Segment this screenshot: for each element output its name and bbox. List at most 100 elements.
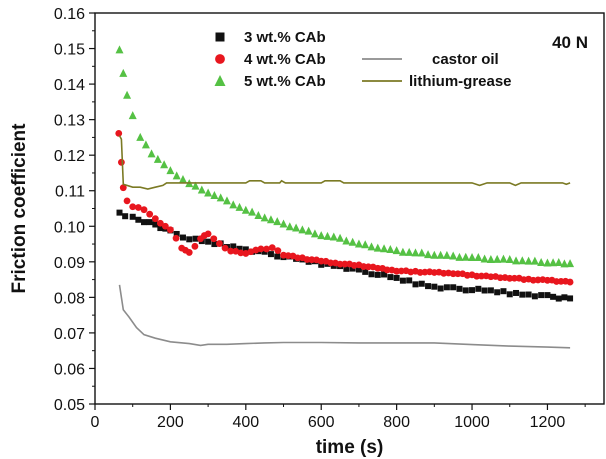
y-tick-label: 0.09 <box>54 255 85 272</box>
data-point <box>329 232 338 241</box>
y-axis-ticks: 0.05 0.06 0.07 0.08 0.09 0.10 0.11 0.12 0.13 0.14… <box>54 6 95 414</box>
data-point <box>543 258 552 267</box>
data-point <box>241 205 250 214</box>
data-point <box>424 250 433 259</box>
data-point <box>242 246 249 253</box>
data-point <box>186 236 193 243</box>
data-point <box>380 244 389 253</box>
data-point <box>343 265 350 272</box>
data-point <box>211 241 218 248</box>
data-point <box>230 243 237 250</box>
data-point <box>373 243 382 252</box>
data-point <box>348 237 357 246</box>
data-point <box>525 291 532 298</box>
x-tick-label: 800 <box>383 414 410 431</box>
data-point <box>336 233 345 242</box>
data-point <box>436 250 445 259</box>
legend-label: 4 wt.% CAb <box>244 51 326 68</box>
data-point <box>254 211 263 220</box>
data-point <box>134 204 142 211</box>
data-point <box>185 249 193 256</box>
data-point <box>268 244 276 252</box>
data-point <box>412 281 419 288</box>
data-point <box>160 160 169 169</box>
data-point <box>292 223 301 232</box>
data-point <box>361 240 370 249</box>
data-point <box>486 254 495 263</box>
y-tick-label: 0.13 <box>54 113 85 130</box>
data-point <box>392 246 401 255</box>
data-point <box>500 288 507 295</box>
data-point <box>216 193 225 202</box>
data-point <box>257 245 265 253</box>
data-point <box>538 292 545 299</box>
data-point <box>374 271 381 278</box>
data-point <box>204 188 213 197</box>
data-point <box>229 200 238 209</box>
data-point <box>474 253 483 262</box>
data-point <box>210 235 218 243</box>
data-point <box>167 226 174 234</box>
data-point <box>263 245 270 253</box>
data-point <box>235 202 244 211</box>
data-point <box>425 283 432 290</box>
data-point <box>285 222 294 231</box>
data-point <box>549 258 558 267</box>
data-point <box>279 219 288 228</box>
x-tick-label: 1200 <box>530 414 566 431</box>
series-layer <box>115 45 575 349</box>
data-point <box>349 265 356 272</box>
data-point <box>128 111 137 120</box>
data-point <box>499 254 508 263</box>
data-point <box>511 274 518 282</box>
data-point <box>487 287 494 294</box>
data-point <box>135 216 142 223</box>
data-point <box>227 247 235 255</box>
data-point <box>274 253 281 260</box>
data-point <box>387 274 394 281</box>
data-point <box>566 278 574 286</box>
data-point <box>505 255 514 264</box>
data-point <box>304 226 313 235</box>
data-point <box>367 242 376 251</box>
y-axis-title: Friction coefficient <box>9 123 30 294</box>
data-point <box>318 261 325 268</box>
y-tick-label: 0.06 <box>54 361 85 378</box>
data-point <box>381 271 388 278</box>
data-point <box>248 207 257 216</box>
data-point <box>469 287 476 294</box>
data-point <box>386 244 395 253</box>
data-point <box>151 215 159 223</box>
series-castor-oil <box>118 284 571 349</box>
data-point <box>191 242 199 250</box>
y-tick-label: 0.08 <box>54 290 85 307</box>
data-point <box>417 248 426 257</box>
data-point <box>216 240 223 247</box>
data-point <box>310 229 319 238</box>
data-point <box>237 249 245 257</box>
data-point <box>129 203 137 211</box>
data-point <box>210 190 219 199</box>
data-point <box>342 236 351 245</box>
data-point <box>146 219 153 226</box>
data-point <box>544 292 551 299</box>
data-point <box>294 254 302 262</box>
data-point <box>123 90 132 99</box>
data-point <box>146 210 154 218</box>
data-point <box>443 284 450 291</box>
y-tick-label: 0.16 <box>54 6 85 23</box>
data-point <box>493 254 502 263</box>
data-point <box>197 185 206 194</box>
data-point <box>172 234 180 242</box>
x-axis-ticks: 0 200 400 600 800 1000 1200 <box>91 404 586 431</box>
y-tick-label: 0.14 <box>54 77 85 94</box>
data-point <box>513 289 520 296</box>
data-point <box>115 45 124 54</box>
data-point <box>524 256 533 265</box>
data-point <box>215 32 225 42</box>
data-point <box>123 197 131 205</box>
data-point <box>166 166 175 175</box>
y-tick-label: 0.07 <box>54 326 85 343</box>
data-point <box>374 264 382 272</box>
